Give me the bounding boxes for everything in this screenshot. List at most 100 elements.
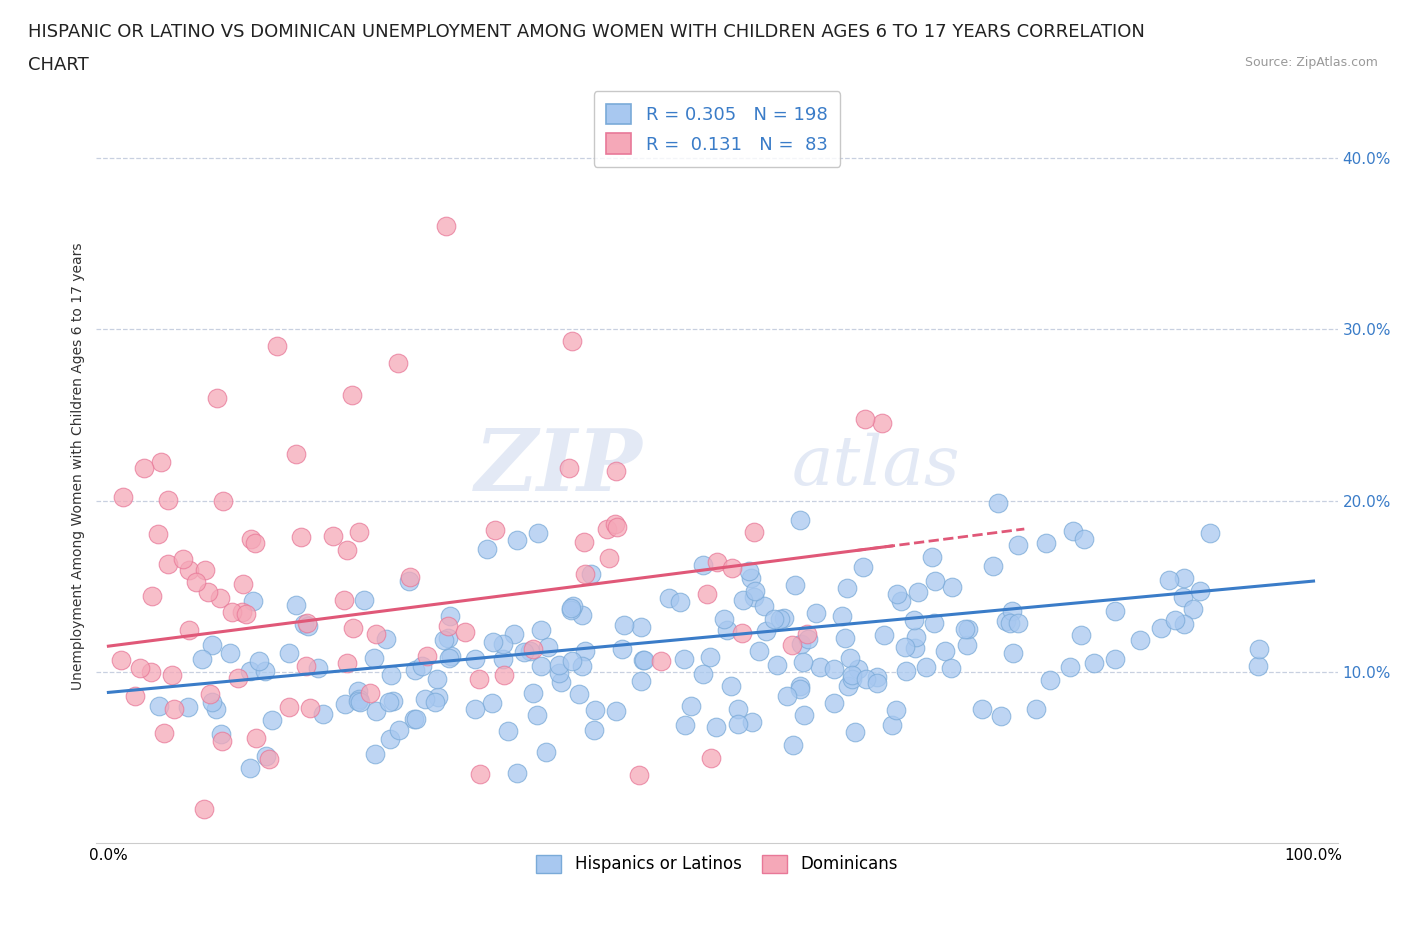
Hispanics or Latinos (605, 704, 627, 719)
Hispanics or Latinos (886, 586, 908, 601)
Hispanics or Latinos (349, 695, 371, 710)
Hispanics or Latinos (1164, 612, 1187, 627)
Hispanics or Latinos (1104, 651, 1126, 666)
Dominicans (163, 702, 186, 717)
Text: ZIP: ZIP (475, 424, 643, 508)
Hispanics or Latinos (583, 703, 606, 718)
Hispanics or Latinos (776, 689, 799, 704)
Dominicans (205, 391, 228, 405)
Dominicans (598, 551, 620, 565)
Dominicans (257, 751, 280, 766)
Hispanics or Latinos (574, 644, 596, 658)
Hispanics or Latinos (519, 644, 541, 658)
Dominicans (157, 493, 180, 508)
Hispanics or Latinos (740, 570, 762, 585)
Hispanics or Latinos (792, 655, 814, 670)
Dominicans (112, 489, 135, 504)
Hispanics or Latinos (866, 670, 889, 684)
Dominicans (211, 734, 233, 749)
Hispanics or Latinos (790, 636, 813, 651)
Hispanics or Latinos (148, 698, 170, 713)
Hispanics or Latinos (841, 668, 863, 683)
Hispanics or Latinos (896, 663, 918, 678)
Hispanics or Latinos (738, 564, 761, 578)
Hispanics or Latinos (866, 675, 889, 690)
Hispanics or Latinos (903, 641, 925, 656)
Hispanics or Latinos (530, 658, 553, 673)
Hispanics or Latinos (238, 761, 260, 776)
Hispanics or Latinos (427, 689, 450, 704)
Hispanics or Latinos (1025, 701, 1047, 716)
Hispanics or Latinos (292, 617, 315, 631)
Hispanics or Latinos (347, 691, 370, 706)
Hispanics or Latinos (741, 714, 763, 729)
Hispanics or Latinos (526, 525, 548, 540)
Hispanics or Latinos (953, 621, 976, 636)
Dominicans (141, 665, 163, 680)
Hispanics or Latinos (568, 687, 591, 702)
Hispanics or Latinos (346, 694, 368, 709)
Hispanics or Latinos (838, 650, 860, 665)
Hispanics or Latinos (890, 593, 912, 608)
Dominicans (700, 751, 723, 765)
Dominicans (434, 219, 457, 233)
Hispanics or Latinos (433, 632, 456, 647)
Hispanics or Latinos (1007, 538, 1029, 552)
Hispanics or Latinos (692, 666, 714, 681)
Hispanics or Latinos (855, 671, 877, 686)
Hispanics or Latinos (177, 699, 200, 714)
Hispanics or Latinos (583, 723, 606, 737)
Hispanics or Latinos (673, 717, 696, 732)
Hispanics or Latinos (398, 574, 420, 589)
Hispanics or Latinos (610, 642, 633, 657)
Text: CHART: CHART (28, 56, 89, 73)
Hispanics or Latinos (762, 611, 785, 626)
Hispanics or Latinos (744, 590, 766, 604)
Hispanics or Latinos (297, 618, 319, 633)
Dominicans (387, 356, 409, 371)
Dominicans (340, 388, 363, 403)
Hispanics or Latinos (731, 592, 754, 607)
Hispanics or Latinos (808, 659, 831, 674)
Hispanics or Latinos (560, 603, 582, 618)
Dominicans (494, 667, 516, 682)
Hispanics or Latinos (522, 685, 544, 700)
Hispanics or Latinos (754, 599, 776, 614)
Dominicans (197, 584, 219, 599)
Dominicans (177, 563, 200, 578)
Dominicans (297, 616, 319, 631)
Hispanics or Latinos (1002, 646, 1025, 661)
Hispanics or Latinos (415, 692, 437, 707)
Dominicans (146, 526, 169, 541)
Dominicans (150, 455, 173, 470)
Dominicans (290, 529, 312, 544)
Hispanics or Latinos (191, 652, 214, 667)
Hispanics or Latinos (692, 557, 714, 572)
Dominicans (198, 686, 221, 701)
Dominicans (322, 528, 344, 543)
Dominicans (366, 627, 388, 642)
Dominicans (706, 555, 728, 570)
Hispanics or Latinos (548, 658, 571, 672)
Hispanics or Latinos (789, 512, 811, 527)
Hispanics or Latinos (437, 631, 460, 645)
Hispanics or Latinos (831, 608, 853, 623)
Hispanics or Latinos (835, 580, 858, 595)
Dominicans (650, 654, 672, 669)
Hispanics or Latinos (939, 660, 962, 675)
Dominicans (193, 802, 215, 817)
Hispanics or Latinos (894, 640, 917, 655)
Hispanics or Latinos (957, 621, 980, 636)
Hispanics or Latinos (405, 663, 427, 678)
Hispanics or Latinos (744, 584, 766, 599)
Hispanics or Latinos (239, 663, 262, 678)
Dominicans (730, 625, 752, 640)
Dominicans (574, 566, 596, 581)
Dominicans (603, 517, 626, 532)
Hispanics or Latinos (981, 559, 1004, 574)
Hispanics or Latinos (1173, 617, 1195, 631)
Hispanics or Latinos (218, 645, 240, 660)
Hispanics or Latinos (903, 612, 925, 627)
Dominicans (627, 767, 650, 782)
Hispanics or Latinos (411, 658, 433, 673)
